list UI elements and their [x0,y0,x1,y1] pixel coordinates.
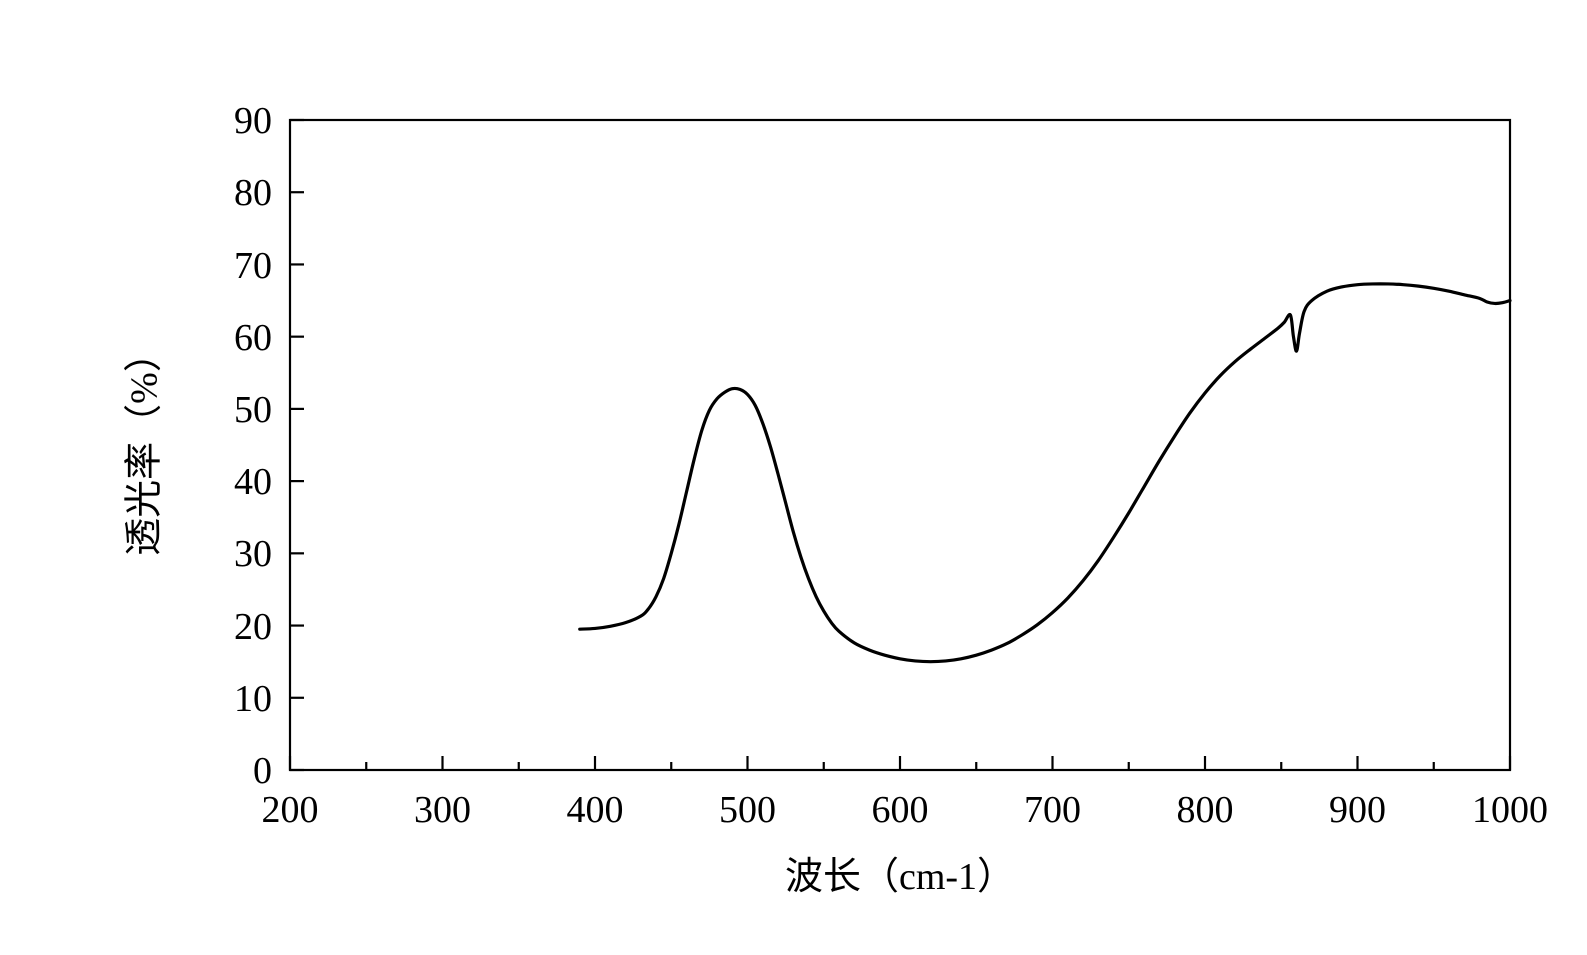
y-tick-label: 40 [234,460,272,504]
y-tick-label: 50 [234,388,272,432]
y-tick-label: 20 [234,605,272,649]
y-tick-label: 0 [253,749,272,793]
y-tick-label: 80 [234,171,272,215]
x-tick-label: 800 [1177,788,1234,832]
x-tick-label: 700 [1024,788,1081,832]
x-tick-label: 1000 [1472,788,1548,832]
x-tick-label: 400 [567,788,624,832]
x-tick-label: 600 [872,788,929,832]
x-tick-label: 300 [414,788,471,832]
y-tick-label: 30 [234,532,272,576]
y-tick-label: 60 [234,316,272,360]
x-axis-label: 波长（cm-1） [785,845,1015,900]
spectrum-chart: 透光率（%） 波长（cm-1） 0 10 20 30 40 50 60 70 80 90 200 30… [80,60,1520,900]
x-tick-label: 500 [719,788,776,832]
x-tick-label: 200 [262,788,319,832]
y-axis-label: 透光率（%） [113,334,168,556]
y-tick-label: 10 [234,677,272,721]
y-tick-label: 90 [234,99,272,143]
y-tick-label: 70 [234,244,272,288]
x-tick-label: 900 [1329,788,1386,832]
chart-svg [80,60,1520,900]
